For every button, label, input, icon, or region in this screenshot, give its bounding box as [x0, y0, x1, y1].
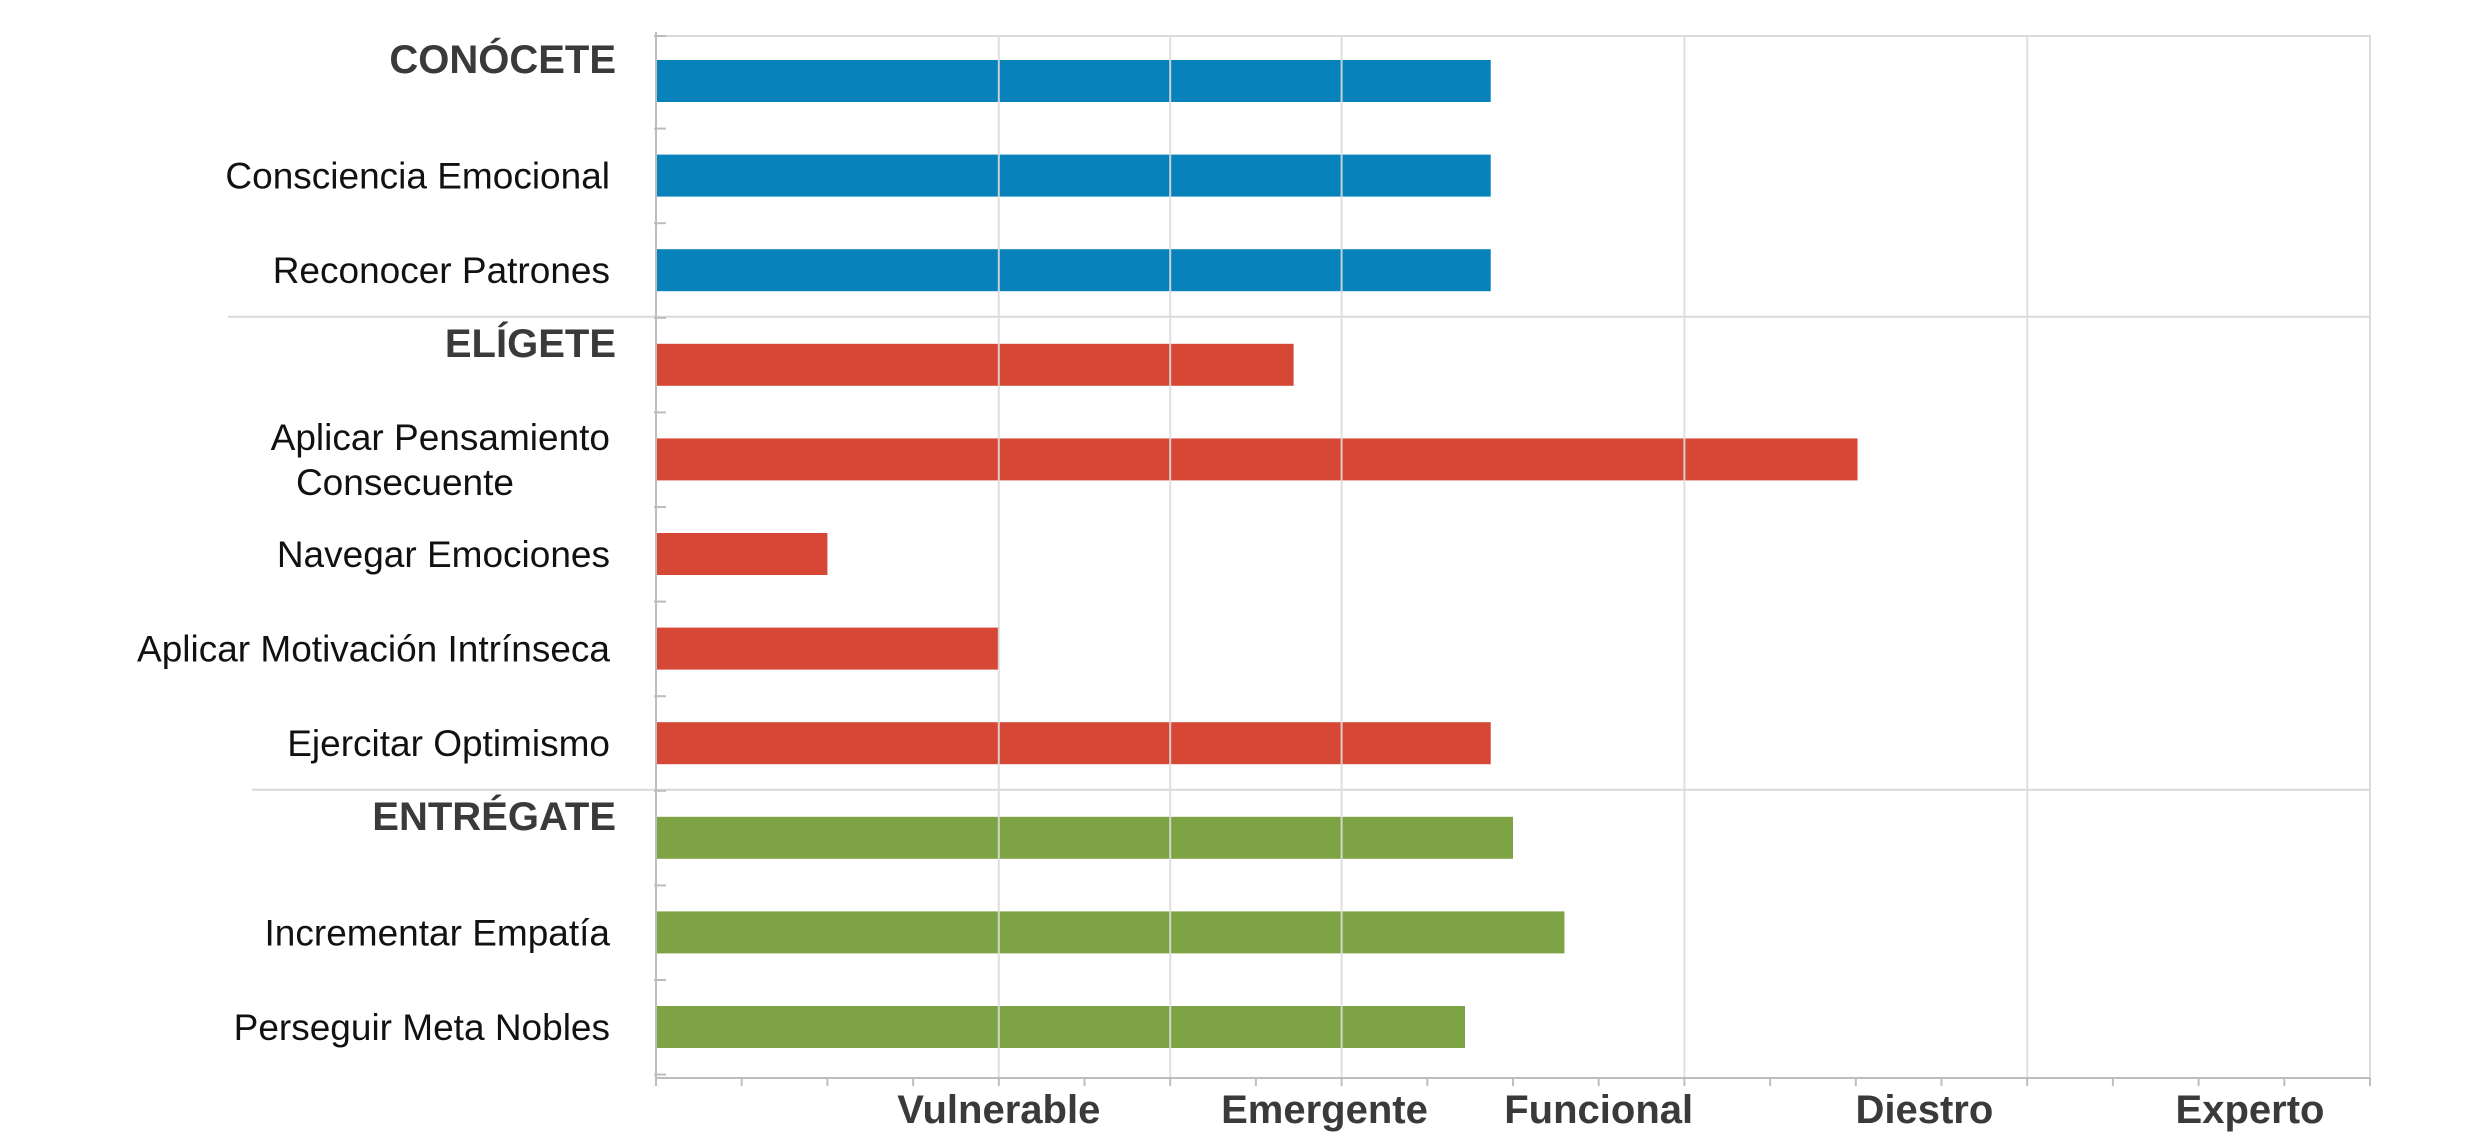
bar-2 [656, 249, 1491, 292]
category-label: Perseguir Meta Nobles [234, 1007, 610, 1048]
x-tick-label: Funcional [1504, 1088, 1693, 1132]
bar-6 [656, 627, 999, 670]
bar-10 [656, 1006, 1466, 1048]
category-label-line: Reconocer Patrones [273, 250, 610, 291]
category-label: Reconocer Patrones [273, 250, 610, 291]
category-label: Consciencia Emocional [225, 156, 610, 197]
bar-9 [656, 911, 1565, 954]
category-label-line: Aplicar Pensamiento [271, 417, 610, 458]
category-label-line: Ejercitar Optimismo [287, 723, 610, 764]
group-label: ELÍGETE [445, 321, 616, 366]
category-label-line: Consecuente [296, 462, 514, 503]
category-label-line: ENTRÉGATE [372, 794, 616, 839]
bar-5 [656, 533, 828, 575]
x-tick-label: Vulnerable [897, 1088, 1100, 1132]
category-label-line: Aplicar Motivación Intrínseca [137, 629, 610, 670]
bar-group-3 [656, 343, 1294, 386]
category-label-line: Perseguir Meta Nobles [234, 1007, 610, 1048]
bar-4 [656, 438, 1858, 481]
x-tick-label: Emergente [1221, 1088, 1428, 1132]
category-label: Navegar Emociones [277, 534, 610, 575]
x-tick-label: Experto [2176, 1088, 2325, 1132]
category-label: Aplicar Motivación Intrínseca [137, 629, 610, 670]
category-label: Incrementar Empatía [265, 912, 611, 953]
category-label-line: Navegar Emociones [277, 534, 610, 575]
bar-7 [656, 722, 1491, 765]
category-label: Ejercitar Optimismo [287, 723, 610, 764]
category-label-line: Incrementar Empatía [265, 912, 611, 953]
bar-group-0 [656, 60, 1491, 102]
group-label: ENTRÉGATE [372, 794, 616, 839]
category-label-line: ELÍGETE [445, 321, 616, 366]
category-label-line: CONÓCETE [389, 36, 616, 82]
bar-group-8 [656, 816, 1513, 859]
category-label: Aplicar Pensamiento Consecuente [271, 417, 610, 503]
group-label: CONÓCETE [389, 36, 616, 82]
x-tick-label: Diestro [1855, 1088, 1993, 1132]
category-label-line: Consciencia Emocional [225, 156, 610, 197]
bar-1 [656, 154, 1491, 197]
